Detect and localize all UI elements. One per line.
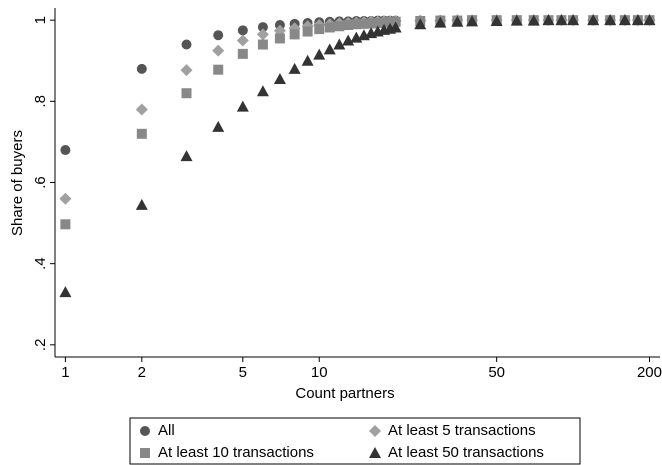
point	[237, 25, 248, 36]
y-tick-label: 1	[32, 16, 49, 24]
point	[236, 100, 249, 112]
point	[59, 192, 72, 205]
point	[342, 34, 355, 46]
point	[273, 73, 286, 85]
legend-label: At least 5 transactions	[388, 422, 536, 439]
point	[136, 63, 147, 74]
point	[542, 14, 555, 26]
point	[60, 145, 71, 156]
point	[379, 17, 390, 28]
point	[414, 18, 427, 30]
legend-label: At least 10 transactions	[158, 444, 314, 461]
point	[59, 286, 72, 298]
point	[180, 150, 193, 162]
y-tick-label: .6	[32, 176, 49, 189]
x-tick-label: 5	[239, 364, 247, 381]
point	[237, 48, 248, 59]
point	[343, 20, 354, 31]
point	[274, 33, 285, 44]
y-tick-label: .2	[32, 339, 49, 352]
point	[555, 14, 568, 26]
point	[366, 18, 377, 29]
point	[466, 15, 479, 27]
x-tick-label: 1	[61, 364, 69, 381]
legend-marker	[140, 426, 150, 436]
point	[567, 14, 580, 26]
point	[313, 48, 326, 60]
legend-marker	[369, 447, 381, 458]
point	[212, 44, 225, 57]
point	[389, 21, 402, 33]
point	[587, 14, 600, 26]
x-tick-label: 50	[488, 364, 505, 381]
point	[288, 22, 301, 35]
point	[631, 14, 644, 26]
point	[324, 22, 335, 33]
point	[213, 64, 224, 75]
point	[643, 14, 656, 26]
point	[60, 219, 71, 230]
point	[351, 19, 362, 30]
point	[490, 14, 503, 26]
point	[334, 21, 345, 32]
point	[236, 34, 249, 47]
point	[289, 29, 300, 40]
point	[434, 16, 447, 28]
point	[527, 14, 540, 26]
point	[302, 26, 313, 37]
point	[323, 43, 336, 55]
x-tick-label: 10	[311, 364, 328, 381]
point	[301, 54, 314, 66]
point	[181, 88, 192, 99]
point	[333, 38, 346, 50]
legend-marker	[369, 425, 381, 437]
point	[136, 128, 147, 139]
legend-label: At least 50 transactions	[388, 444, 544, 461]
point	[256, 28, 269, 41]
x-tick-label: 2	[138, 364, 146, 381]
point	[135, 103, 148, 116]
point	[213, 30, 224, 41]
x-axis-label: Count partners	[295, 385, 394, 402]
y-tick-label: .4	[32, 257, 49, 270]
point	[135, 198, 148, 210]
point	[358, 18, 369, 29]
point	[256, 85, 269, 97]
point	[372, 18, 383, 29]
point	[257, 22, 268, 33]
point	[257, 39, 268, 50]
point	[212, 120, 225, 132]
point	[181, 39, 192, 50]
point	[510, 14, 523, 26]
legend-label: All	[158, 422, 175, 439]
legend-box	[129, 417, 581, 465]
y-tick-label: .8	[32, 95, 49, 108]
legend-marker	[140, 448, 150, 458]
point	[451, 15, 464, 27]
point	[314, 24, 325, 35]
point	[604, 14, 617, 26]
x-tick-label: 200	[637, 364, 662, 381]
point	[180, 64, 193, 77]
point	[384, 17, 395, 28]
point	[618, 14, 631, 26]
y-axis-label: Share of buyers	[9, 130, 26, 236]
point	[288, 62, 301, 74]
